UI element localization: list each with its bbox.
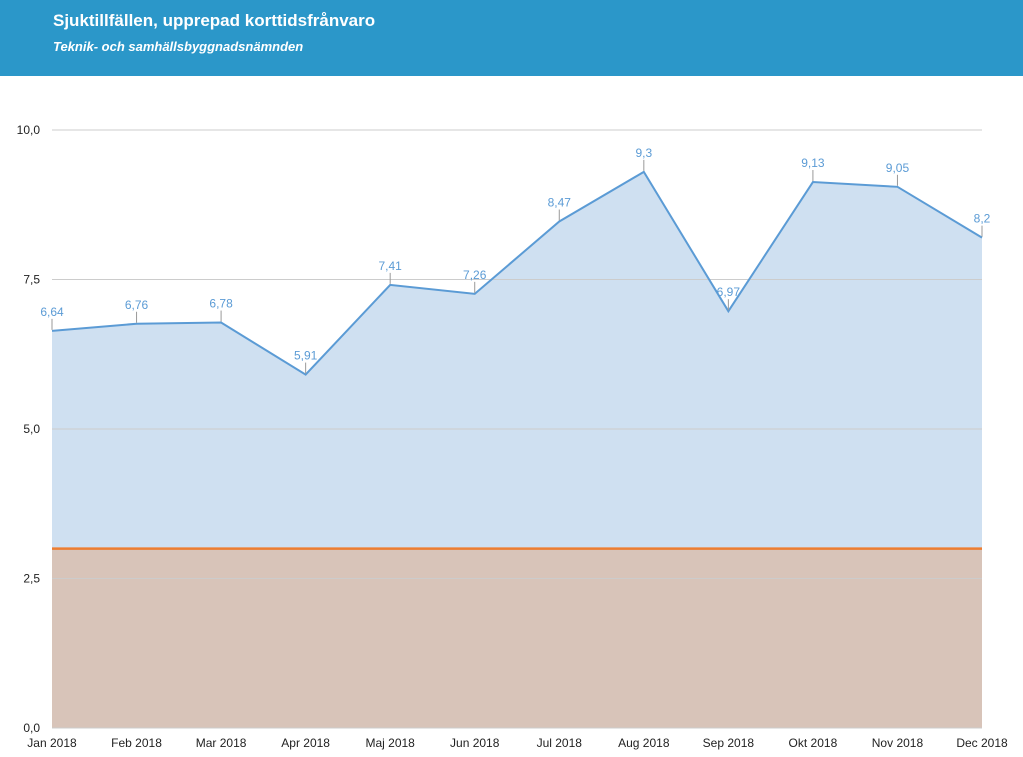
y-tick-label: 2,5 [23, 572, 40, 586]
data-label: 8,2 [974, 212, 991, 226]
data-label: 9,05 [886, 161, 910, 175]
x-tick-label: Feb 2018 [111, 736, 162, 750]
chart-header: Sjuktillfällen, upprepad korttidsfrånvar… [0, 0, 1023, 76]
y-tick-label: 5,0 [23, 422, 40, 436]
x-tick-label: Maj 2018 [365, 736, 415, 750]
data-label: 6,64 [40, 305, 64, 319]
x-tick-label: Dec 2018 [956, 736, 1008, 750]
chart-subtitle: Teknik- och samhällsbyggnadsnämnden [53, 39, 304, 54]
y-tick-label: 7,5 [23, 273, 40, 287]
target-area [52, 548, 982, 728]
x-tick-label: Jul 2018 [537, 736, 583, 750]
data-label: 6,78 [209, 297, 233, 311]
data-label: 5,91 [294, 349, 318, 363]
x-tick-label: Jun 2018 [450, 736, 500, 750]
y-tick-label: 0,0 [23, 721, 40, 735]
x-tick-label: Nov 2018 [872, 736, 924, 750]
x-tick-label: Sep 2018 [703, 736, 755, 750]
x-tick-label: Mar 2018 [196, 736, 247, 750]
x-tick-label: Apr 2018 [281, 736, 330, 750]
series-line [51, 170, 983, 376]
chart-title: Sjuktillfällen, upprepad korttidsfrånvar… [53, 11, 376, 30]
y-tick-label: 10,0 [17, 123, 41, 137]
data-label: 7,41 [379, 259, 403, 273]
area-chart: 0,0 2,5 5,0 7,5 10,0 6,64 6,76 6,78 5,91 7,41 7,26… [17, 123, 1008, 750]
data-label: 9,13 [801, 156, 825, 170]
data-label: 6,97 [717, 285, 741, 299]
data-label: 8,47 [548, 195, 572, 209]
data-label: 6,76 [125, 298, 149, 312]
data-label: 9,3 [635, 146, 652, 160]
x-tick-label: Okt 2018 [789, 736, 838, 750]
x-tick-label: Jan 2018 [27, 736, 77, 750]
x-tick-label: Aug 2018 [618, 736, 670, 750]
data-label: 7,26 [463, 268, 487, 282]
